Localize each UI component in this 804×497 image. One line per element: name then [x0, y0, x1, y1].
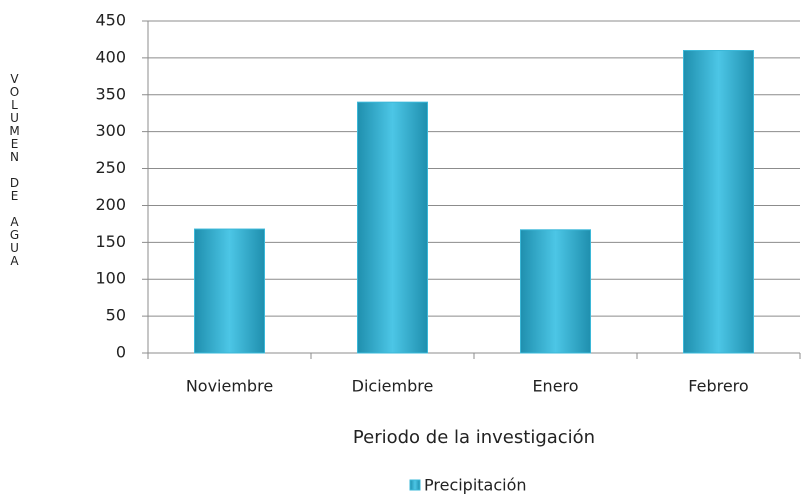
- y-tick-label: 50: [106, 306, 126, 325]
- x-tick-label: Noviembre: [186, 377, 273, 396]
- y-axis-label: VOLUMEN DE AGUA: [8, 72, 22, 267]
- bar: [194, 228, 265, 354]
- legend-swatch: [409, 479, 421, 491]
- x-tick-label: Enero: [532, 377, 578, 396]
- bar: [357, 101, 428, 354]
- y-tick-label: 0: [116, 343, 126, 362]
- y-tick-label: 250: [95, 158, 126, 177]
- x-tick-label: Diciembre: [352, 377, 434, 396]
- y-tick-label: 400: [95, 47, 126, 66]
- bar: [520, 229, 591, 354]
- y-tick-label: 100: [95, 269, 126, 288]
- y-tick-label: 450: [95, 11, 126, 30]
- x-tick-label: Febrero: [688, 377, 748, 396]
- y-tick-label: 350: [95, 84, 126, 103]
- y-tick-label: 150: [95, 232, 126, 251]
- legend-label: Precipitación: [424, 476, 527, 495]
- y-tick-label: 200: [95, 195, 126, 214]
- x-axis-label: Periodo de la investigación: [353, 427, 595, 448]
- bar: [683, 50, 754, 354]
- y-tick-label: 300: [95, 121, 126, 140]
